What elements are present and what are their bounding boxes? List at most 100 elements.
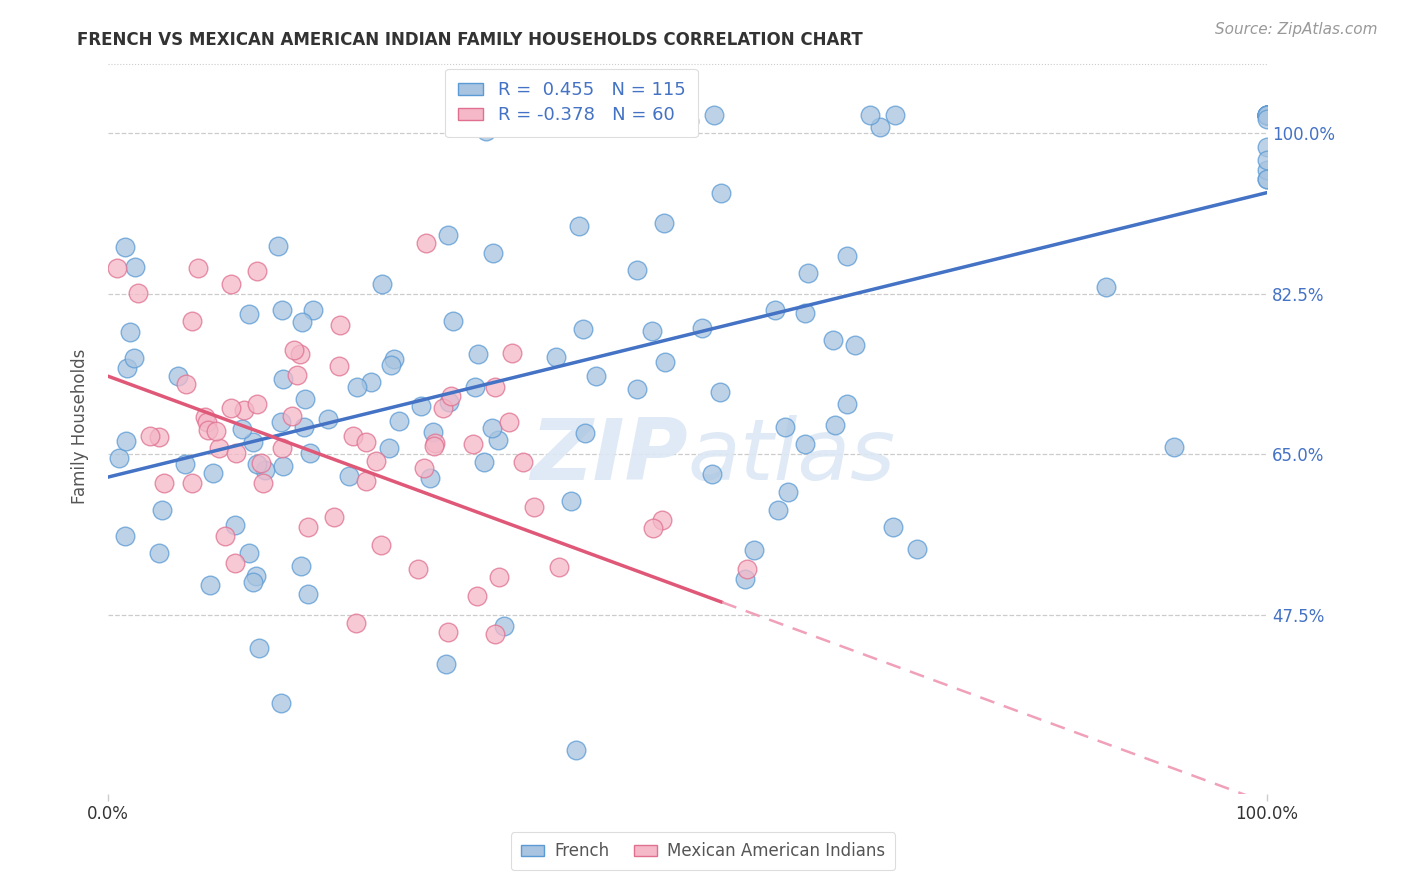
Point (297, 520, 319, 534)
Point (270, 696, 292, 710)
Point (127, 286, 149, 301)
Point (371, 277, 394, 291)
Point (568, 219, 591, 233)
Point (219, 277, 242, 291)
Point (253, 462, 276, 476)
Point (195, 416, 218, 430)
Point (364, 454, 387, 468)
Point (1256, 108, 1278, 122)
Point (194, 410, 217, 425)
Point (773, 420, 796, 434)
Point (467, 589, 489, 603)
Point (242, 575, 264, 590)
Point (337, 468, 360, 483)
Point (742, 543, 765, 558)
Point (626, 382, 648, 396)
Point (122, 351, 145, 366)
Text: FRENCH VS MEXICAN AMERICAN INDIAN FAMILY HOUSEHOLDS CORRELATION CHART: FRENCH VS MEXICAN AMERICAN INDIAN FAMILY… (77, 31, 863, 49)
Point (547, 559, 569, 574)
Point (1256, 112, 1278, 127)
Point (197, 423, 219, 437)
Point (271, 441, 294, 455)
Point (181, 476, 204, 491)
Point (291, 315, 314, 329)
Point (198, 578, 221, 592)
Point (440, 389, 463, 403)
Point (238, 307, 260, 321)
Point (439, 395, 461, 409)
Point (167, 368, 190, 383)
Point (139, 429, 162, 443)
Point (794, 306, 817, 320)
Point (565, 743, 588, 757)
Point (285, 368, 308, 382)
Point (174, 376, 197, 391)
Point (413, 461, 436, 475)
Point (1256, 163, 1278, 178)
Point (464, 380, 486, 394)
Point (415, 236, 437, 251)
Point (378, 441, 401, 455)
Point (1163, 440, 1185, 454)
Point (267, 239, 290, 253)
Point (247, 640, 270, 655)
Point (270, 415, 292, 429)
Point (422, 425, 444, 439)
Point (114, 240, 136, 254)
Point (461, 437, 484, 451)
Point (288, 347, 311, 361)
Point (120, 325, 142, 339)
Point (835, 249, 858, 263)
Point (246, 457, 269, 471)
Point (1094, 280, 1116, 294)
Point (238, 545, 260, 559)
Point (572, 322, 595, 336)
Point (652, 216, 675, 230)
Point (150, 503, 173, 517)
Point (297, 587, 319, 601)
Point (354, 434, 377, 449)
Point (246, 397, 269, 411)
Point (290, 558, 312, 573)
Point (641, 521, 664, 535)
Point (360, 375, 382, 389)
Point (250, 456, 273, 470)
Point (153, 476, 176, 491)
Point (205, 425, 228, 439)
Point (423, 436, 446, 450)
Point (884, 108, 907, 122)
Point (763, 302, 786, 317)
Point (735, 561, 758, 575)
Point (768, 503, 790, 517)
Text: atlas: atlas (688, 415, 896, 498)
Point (441, 313, 464, 327)
Y-axis label: Family Households: Family Households (72, 349, 89, 504)
Point (408, 562, 430, 576)
Point (411, 399, 433, 413)
Point (219, 401, 242, 415)
Point (1256, 172, 1278, 186)
Point (231, 422, 253, 436)
Point (224, 518, 246, 533)
Point (882, 520, 904, 534)
Point (115, 360, 138, 375)
Point (271, 372, 294, 386)
Point (388, 414, 411, 428)
Point (1256, 108, 1278, 122)
Point (481, 420, 503, 434)
Point (484, 380, 506, 394)
Point (114, 529, 136, 543)
Point (316, 412, 339, 426)
Point (690, 321, 713, 335)
Point (1256, 172, 1278, 186)
Point (546, 350, 568, 364)
Point (419, 471, 441, 485)
Point (344, 615, 367, 630)
Point (794, 437, 817, 451)
Point (423, 439, 446, 453)
Point (488, 570, 510, 584)
Point (174, 457, 197, 471)
Point (626, 263, 648, 277)
Point (501, 346, 523, 360)
Point (148, 430, 170, 444)
